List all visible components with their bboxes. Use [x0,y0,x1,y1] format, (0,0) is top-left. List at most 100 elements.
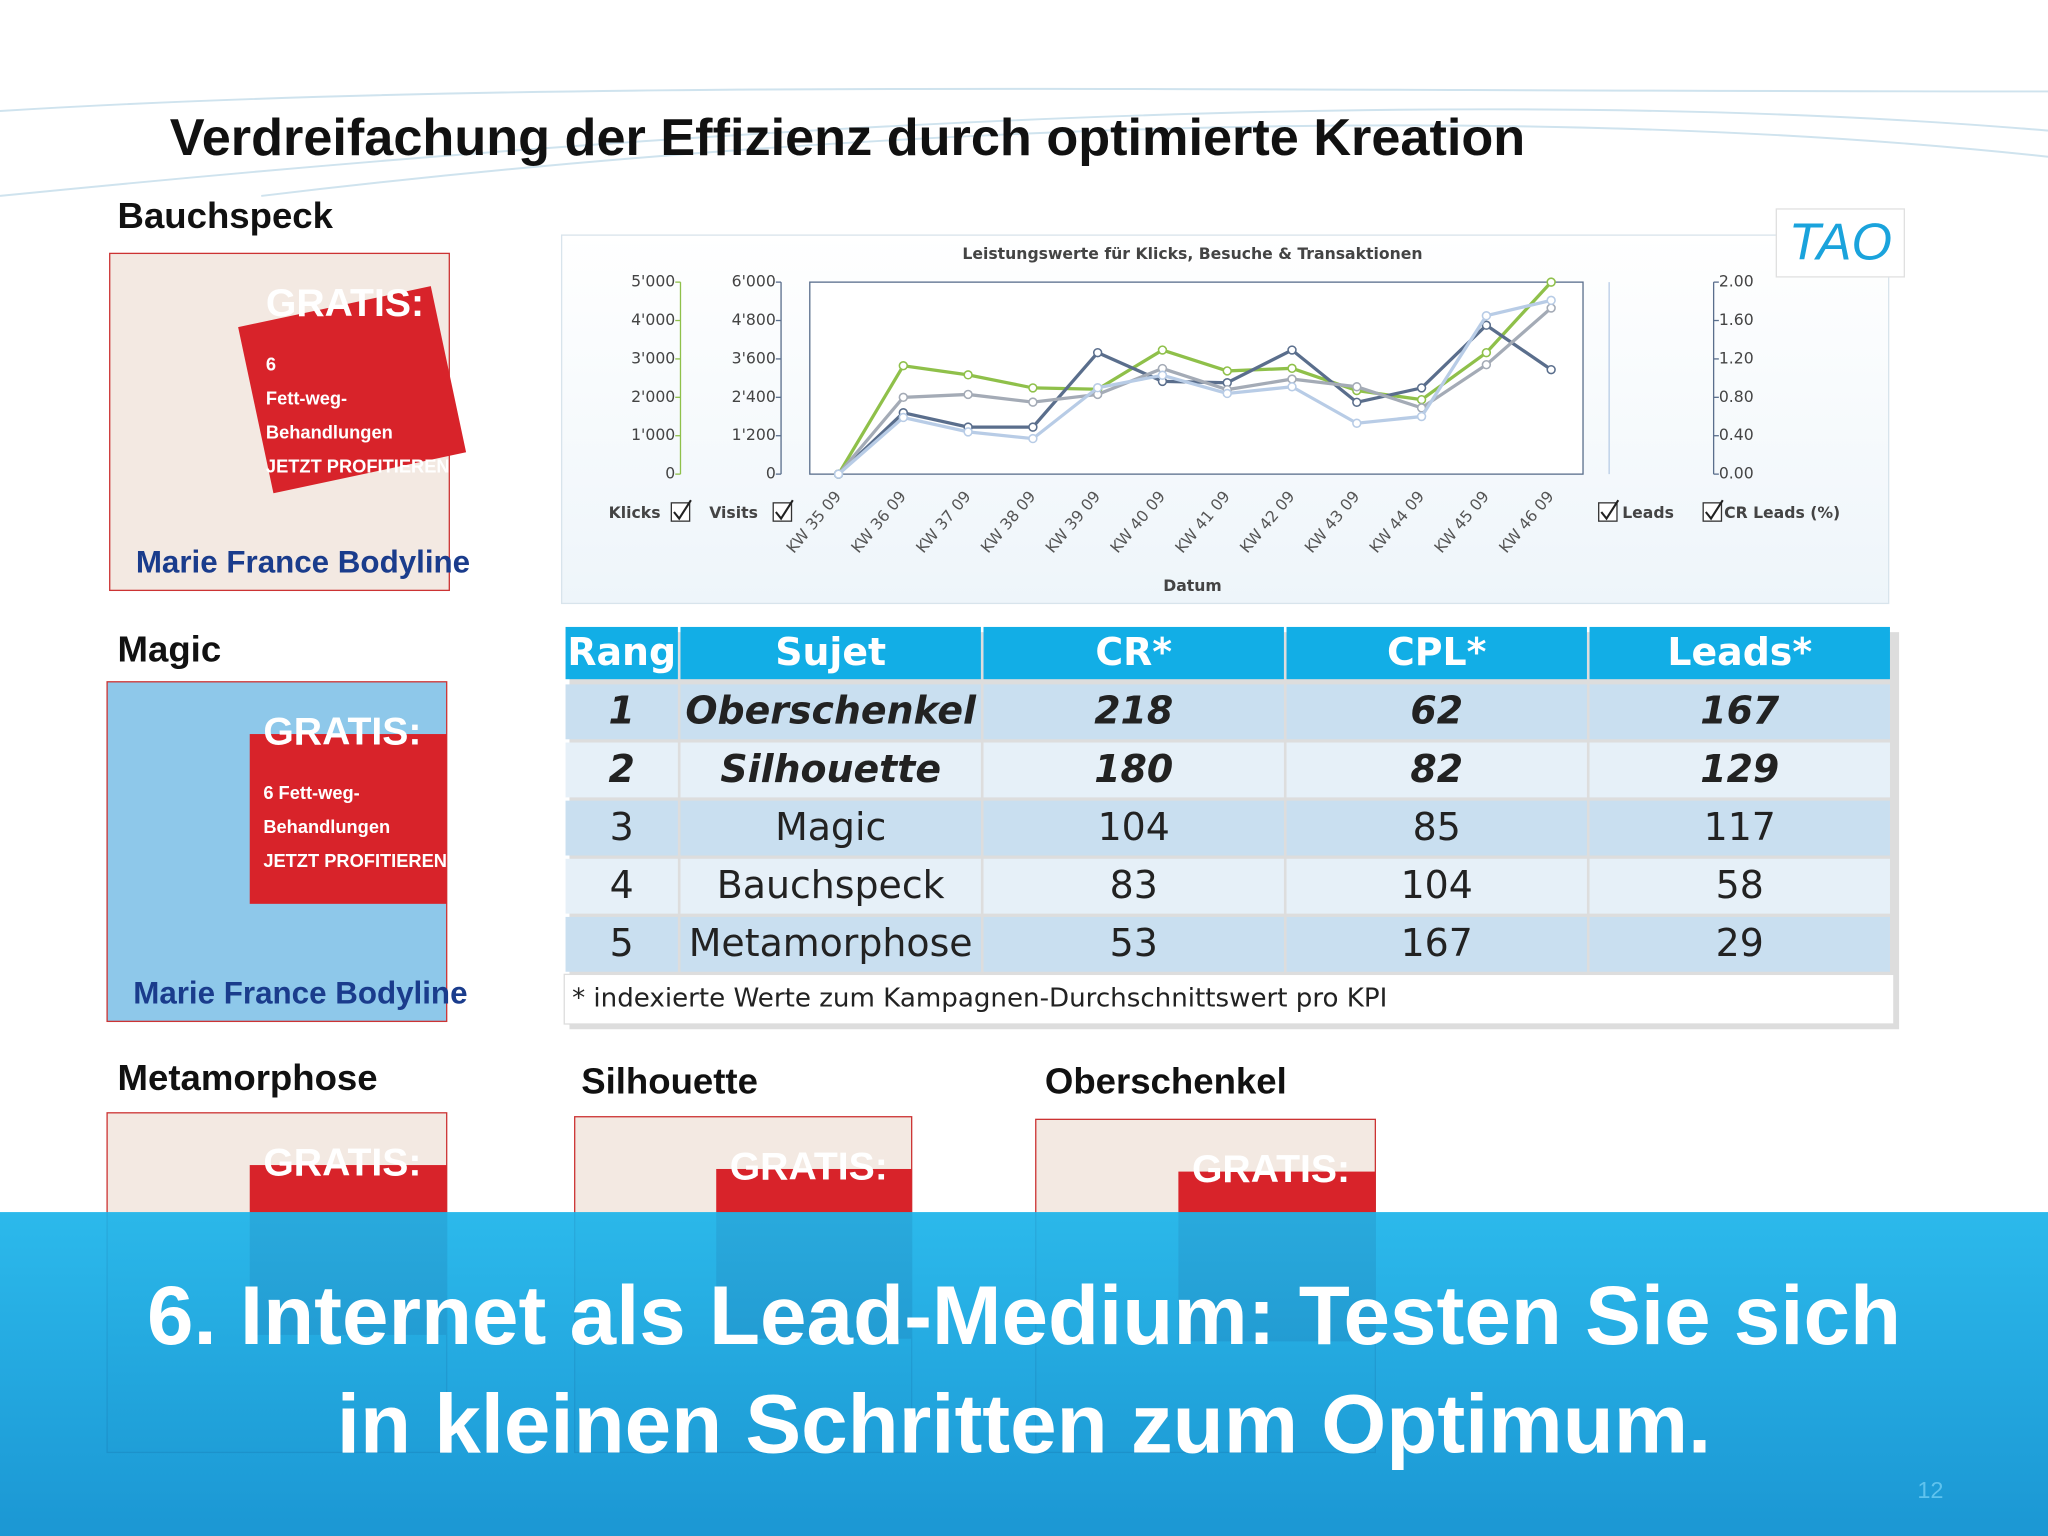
series-line [837,298,1552,476]
series-point [1028,383,1038,393]
x-axis-label: Datum [1163,576,1222,595]
y-tick-label: 5'000 [631,272,675,291]
series-line [837,323,1553,476]
series-point [1092,383,1103,393]
cell-text: 104 [1401,863,1473,907]
series-point [963,389,973,400]
series-point [963,427,973,437]
page-number: 12 [1917,1477,1943,1503]
legend-label: Visits [709,503,758,522]
series-point [963,370,973,380]
legend-check [1600,499,1620,521]
ad-label: Oberschenkel [1045,1061,1287,1102]
series-point [1546,295,1556,306]
ad-text: Behandlungen [263,816,390,837]
title: Verdreifachung der Effizienz durch optim… [170,109,1525,167]
cell-text: 167 [1401,921,1473,965]
cell [1286,684,1587,740]
series-point [1157,345,1168,355]
table: Rang Sujet CR* CPL* Leads* 1 Oberschenkel 218 62… [563,626,1900,1030]
series-point [1222,366,1232,376]
legend-checkbox [670,502,691,522]
legend-label: Klicks [609,503,661,522]
cell-text: 117 [1704,805,1776,849]
cell-text: 4 [610,863,634,907]
ad-text: GRATIS: [730,1145,888,1188]
ad-text: GRATIS: [263,1141,421,1184]
cell-text: Magic [775,805,886,849]
ad-label: Metamorphose [118,1057,378,1098]
ad-text: 6 [266,354,276,375]
y-tick-label: 3'600 [732,348,776,367]
cell-text: 104 [1098,805,1170,849]
series-point [898,392,909,403]
y-tick-label: 6'000 [732,272,776,291]
header-text: Rang [567,630,676,674]
legend-checkbox [772,502,793,522]
series-point [1416,411,1427,422]
ad-text: GRATIS: [1192,1148,1350,1191]
legend-check [1704,499,1724,521]
y-tick-label: 2.00 [1719,272,1754,291]
cell [1589,858,1890,914]
cell [983,800,1284,856]
ad-label: Magic [118,628,222,669]
header-text: Sujet [775,630,886,674]
cell-text: 2 [609,747,635,791]
y-tick-label: 0 [766,464,776,483]
cell-text: 83 [1110,863,1158,907]
y-tick-label: 2'400 [732,387,776,406]
cell [1286,800,1587,856]
banner-line: in kleinen Schritten zum Optimum. [337,1376,1712,1470]
logo: TAO [1775,208,1905,278]
y-tick-label: 1.20 [1719,348,1754,367]
series-point [833,469,844,479]
banner-line: 6. Internet als Lead-Medium: Testen Sie … [147,1268,1901,1362]
y-tick-label: 3'000 [631,348,675,367]
legend-label: Leads [1622,503,1674,522]
cell-text: 5 [610,921,634,965]
cell [1286,916,1587,972]
y-tick-label: 1.60 [1719,310,1754,329]
cell [1589,800,1890,856]
cell [680,742,981,798]
series-point [1287,345,1297,355]
y-tick-label: 4'800 [732,310,776,329]
logo-box [1775,208,1905,278]
cell [1286,858,1587,914]
legend-check [775,499,794,521]
series-point [898,412,909,423]
series-point [1287,382,1297,392]
cell [565,800,678,856]
series-point [1028,433,1038,444]
cell [1286,742,1587,798]
y-tick-label: 0 [665,464,675,483]
cell-text: 1 [609,689,635,733]
cell [565,858,678,914]
series-point [1546,303,1556,313]
banner [0,1212,2048,1536]
series-point [1352,397,1362,407]
legend-label: CR Leads (%) [1724,503,1840,522]
cell-text: 218 [1094,689,1173,733]
ad-text: JETZT PROFITIEREN [266,455,450,476]
series-line [837,281,1553,475]
cell-text: 3 [610,805,634,849]
y-tick-label: 0.00 [1719,464,1754,483]
y-tick-label: 1'200 [732,425,776,444]
legend-checkbox [1702,502,1723,522]
swooshes [0,87,2048,197]
cell-text: 129 [1700,747,1779,791]
header-text: Leads* [1667,630,1812,674]
ad-red-band [249,734,447,904]
ad-label: Bauchspeck [118,195,334,236]
y-tick-label: 0.80 [1719,387,1754,406]
ad-text: GRATIS: [263,710,421,753]
cell [680,684,981,740]
cell [983,858,1284,914]
series-point [1157,370,1168,380]
footnote-cell [563,973,1895,1025]
cell [680,916,981,972]
